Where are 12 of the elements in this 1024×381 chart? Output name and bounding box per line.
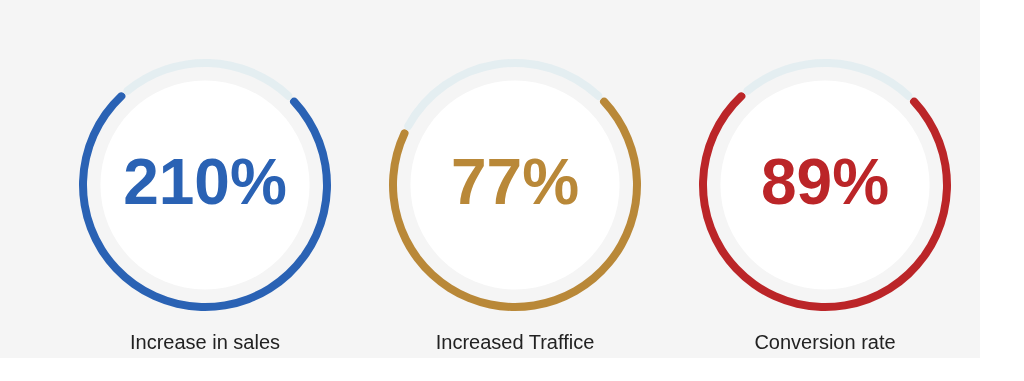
text: Conversion rate (754, 331, 896, 353)
text: 89% (760, 146, 890, 218)
text: Increased Traffice (435, 331, 595, 353)
donut-slice (123, 59, 293, 100)
donut-slice (79, 92, 331, 311)
text: 210% (123, 146, 287, 218)
donut-slice (743, 59, 913, 100)
donut-slice (699, 92, 951, 311)
donut-slice (404, 59, 603, 131)
donut-slice (389, 97, 641, 311)
text: 77% (450, 146, 580, 218)
text: Increase in sales (129, 331, 281, 353)
